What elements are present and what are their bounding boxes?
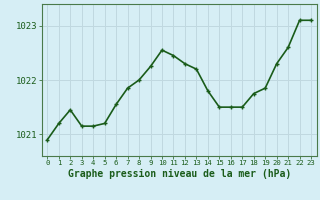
X-axis label: Graphe pression niveau de la mer (hPa): Graphe pression niveau de la mer (hPa) [68,169,291,179]
